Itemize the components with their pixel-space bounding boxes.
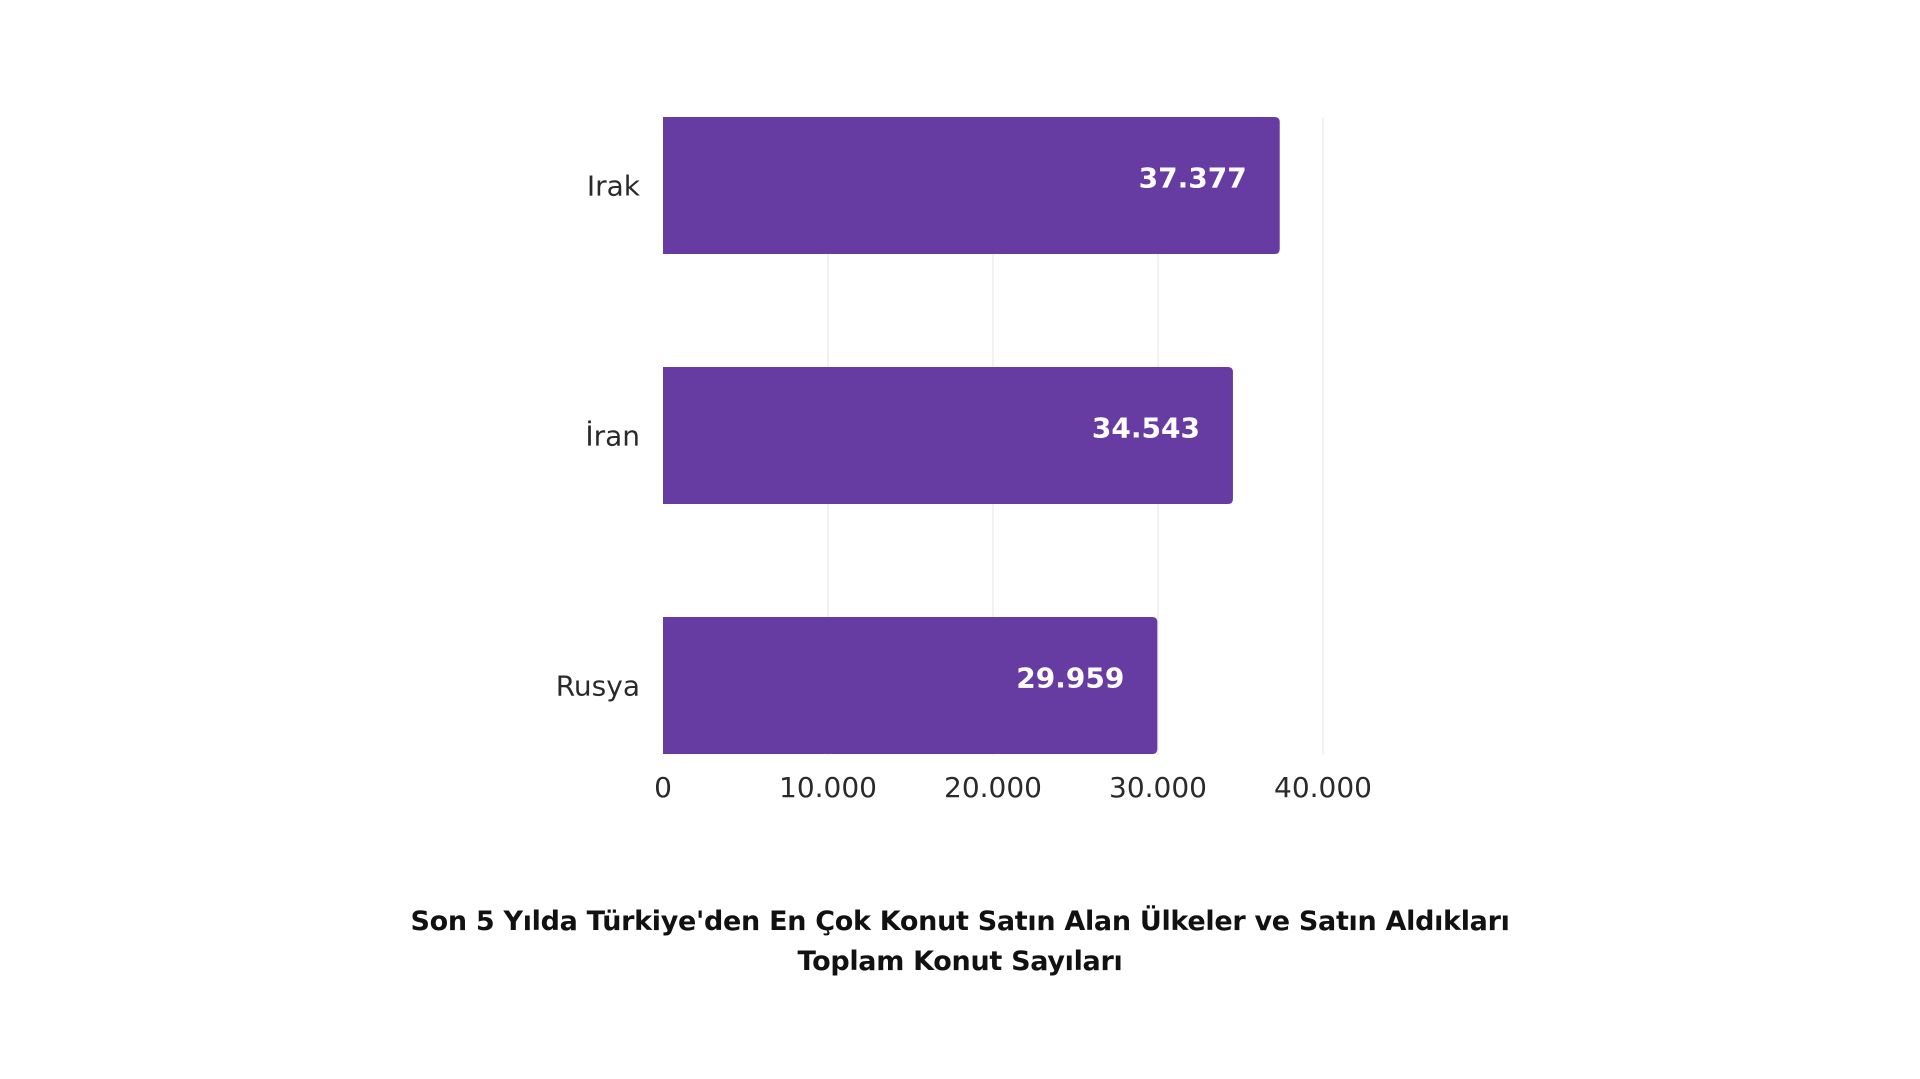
bars	[663, 117, 1280, 754]
value-labels: 37.377 34.543 29.959	[1016, 162, 1246, 695]
x-tick-label-1: 10.000	[779, 771, 877, 804]
chart-area: Irak İran Rusya 37.377 34.543 29.959 0 10.000…	[556, 117, 1372, 804]
x-tick-label-0: 0	[654, 771, 672, 804]
x-tick-label-2: 20.000	[944, 771, 1042, 804]
value-label-1: 34.543	[1092, 412, 1200, 445]
bar-1	[663, 367, 1233, 504]
bar-chart: Irak İran Rusya 37.377 34.543 29.959 0 10.000…	[556, 117, 1372, 804]
category-label-1: İran	[585, 420, 640, 453]
category-label-0: Irak	[587, 170, 641, 203]
bar-2	[663, 617, 1158, 754]
x-axis-ticks: 0 10.000 20.000 30.000 40.000	[654, 771, 1372, 804]
chart-title: Son 5 Yılda Türkiye'den En Çok Konut Sat…	[410, 906, 1510, 977]
category-label-2: Rusya	[556, 670, 640, 703]
value-label-2: 29.959	[1016, 662, 1124, 695]
category-labels: Irak İran Rusya	[556, 170, 641, 703]
x-tick-label-3: 30.000	[1109, 771, 1207, 804]
bar-0	[663, 117, 1280, 254]
x-tick-label-4: 40.000	[1274, 771, 1372, 804]
value-label-0: 37.377	[1139, 162, 1247, 195]
